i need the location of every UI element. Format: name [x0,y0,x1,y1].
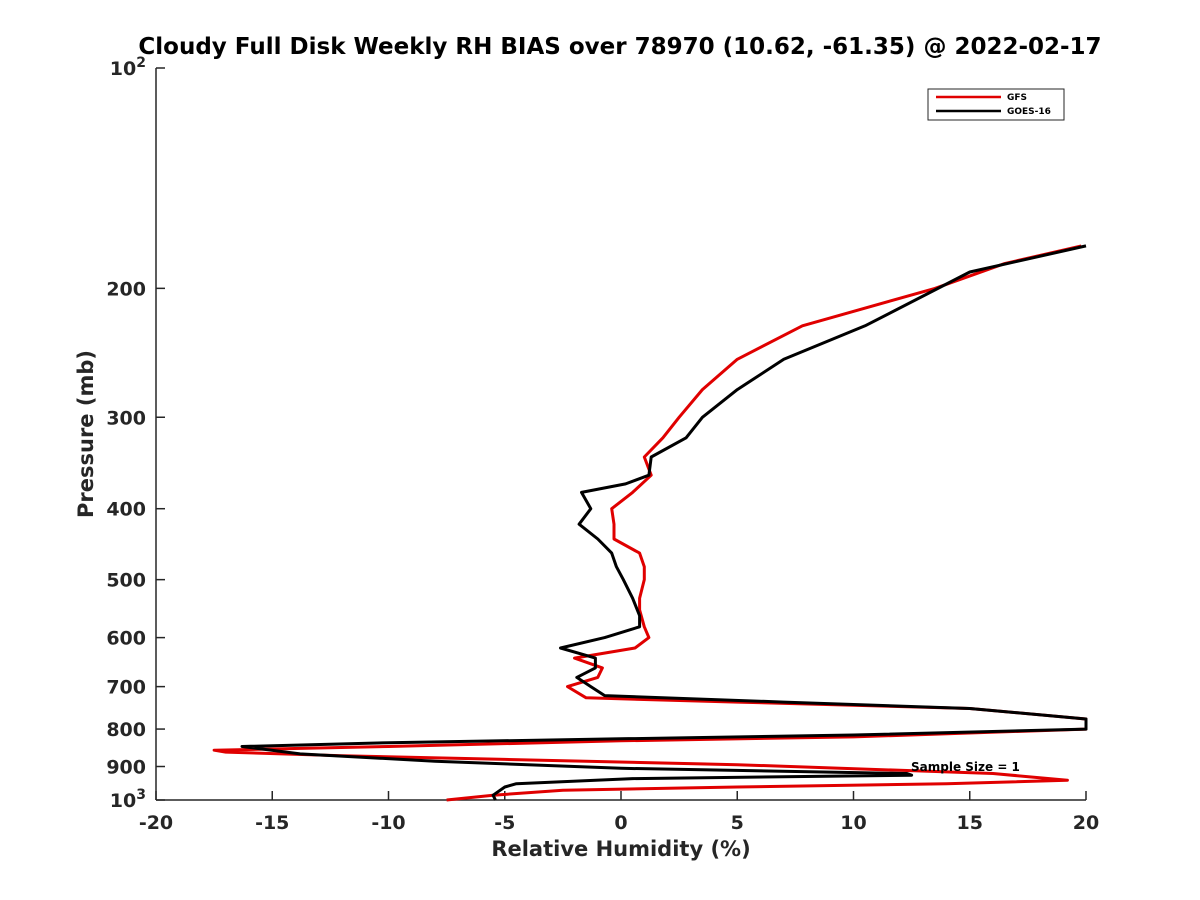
x-tick-label: -10 [371,812,405,834]
x-tick-label: 0 [614,812,627,834]
x-tick-label: 15 [957,812,983,834]
legend-box [927,88,1065,121]
legend-label: GOES-16 [1007,107,1051,117]
y-tick-label: 103 [110,787,146,812]
series-line-goes-16 [240,244,1088,801]
sample-size-annotation: Sample Size = 1 [911,760,1020,774]
y-tick-label: 500 [106,570,146,592]
chart-title: Cloudy Full Disk Weekly RH BIAS over 789… [138,34,1101,60]
x-tick-label: 10 [840,812,866,834]
x-axis-ticks: -20 -15 -10 -5 0 5 10 15 20 [139,791,1099,834]
x-tick-label: -5 [494,812,515,834]
plot-frame [155,68,1086,801]
y-tick-label: 102 [110,55,146,80]
x-axis-label: Relative Humidity (%) [491,837,750,861]
y-tick-label: 300 [106,407,146,429]
y-axis-ticks: 102 200 300 400 500 600 700 800 900 103 [106,55,165,812]
y-tick-label: 700 [106,677,146,699]
y-tick-label: 400 [106,499,146,521]
y-tick-label: 200 [106,278,146,300]
x-tick-label: 5 [731,812,744,834]
x-tick-label: -20 [139,812,173,834]
y-axis-label: Pressure (mb) [74,350,98,518]
x-tick-label: -15 [255,812,289,834]
y-tick-label: 600 [106,628,146,650]
y-tick-label: 900 [106,757,146,779]
x-tick-label: 20 [1073,812,1099,834]
series-group [212,244,1088,802]
series-line-gfs [212,244,1088,802]
y-tick-label: 800 [106,719,146,741]
legend-label: GFS [1007,93,1027,103]
legend: GFS GOES-16 [927,88,1065,121]
